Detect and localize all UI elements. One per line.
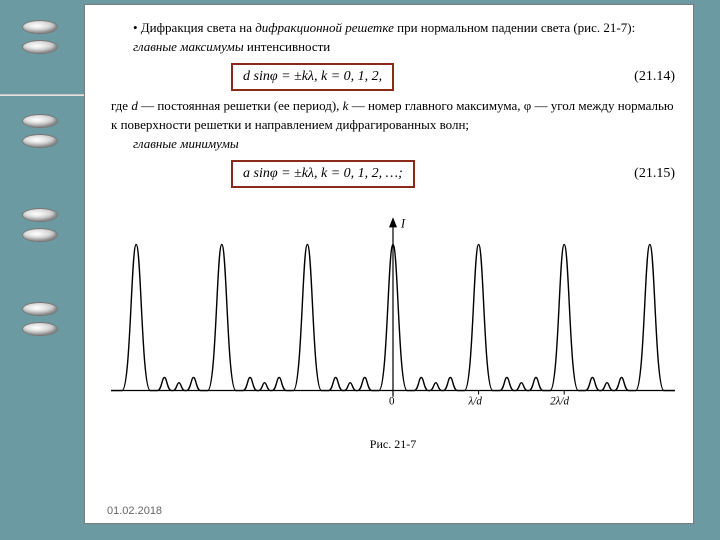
text: — постоянная решетки (ее период), [138, 98, 343, 113]
equation-number: (21.15) [634, 164, 675, 184]
svg-text:λ/d: λ/d [468, 395, 483, 407]
svg-text:I: I [400, 216, 406, 230]
paragraph-intro: • Дифракция света на дифракционной решет… [111, 19, 675, 38]
svg-text:2λ/d: 2λ/d [550, 395, 569, 407]
equation-box: d sinφ = ±kλ, k = 0, 1, 2, [231, 63, 394, 91]
text-italic: главные максимумы [133, 39, 244, 54]
equation-box: a sinφ = ±kλ, k = 0, 1, 2, …; [231, 160, 415, 188]
binder-holes [22, 20, 58, 336]
equation-row-1: d sinφ = ±kλ, k = 0, 1, 2, (21.14) [111, 63, 675, 91]
svg-text:0: 0 [389, 395, 395, 407]
paragraph-minima: главные минимумы [111, 135, 675, 154]
text-italic: дифракционной решетке [255, 20, 394, 35]
equation-number: (21.14) [634, 67, 675, 87]
date-stamp: 01.02.2018 [107, 505, 162, 517]
diffraction-chart: Isin φ0λ/d2λ/d [111, 200, 675, 430]
paragraph-where: где d — постоянная решетки (ее период), … [111, 97, 675, 135]
equation-text: d sinφ = ±kλ, k = 0, 1, 2, [243, 69, 382, 84]
text: при нормальном падении света (рис. 21-7)… [394, 20, 635, 35]
text: где [111, 98, 131, 113]
equation-text: a sinφ = ±kλ, k = 0, 1, 2, …; [243, 166, 403, 181]
text: интенсивности [244, 39, 331, 54]
paragraph-maxima: главные максимумы интенсивности [111, 38, 675, 57]
text-italic: главные минимумы [133, 136, 239, 151]
text: • Дифракция света на [133, 20, 255, 35]
figure-caption: Рис. 21-7 [111, 436, 675, 453]
page-content: • Дифракция света на дифракционной решет… [84, 4, 694, 524]
equation-row-2: a sinφ = ±kλ, k = 0, 1, 2, …; (21.15) [111, 160, 675, 188]
